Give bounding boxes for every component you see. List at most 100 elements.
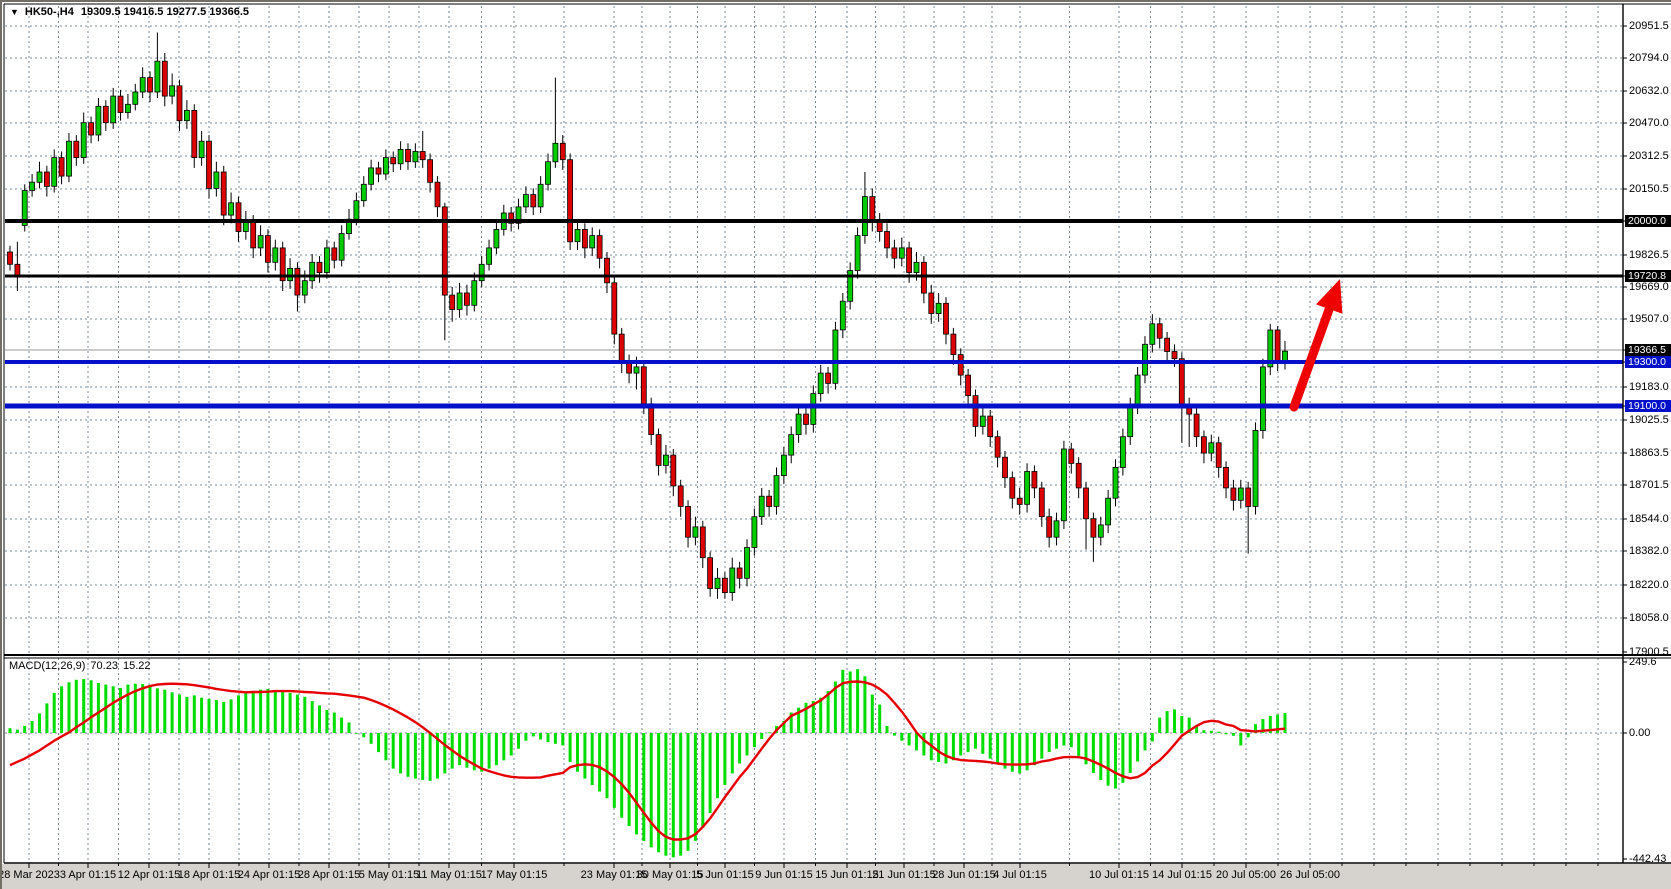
candle (567, 159, 573, 243)
candle (213, 171, 220, 189)
candle (58, 157, 65, 177)
candle (397, 148, 404, 165)
candle (1274, 329, 1281, 364)
candle (1112, 466, 1119, 499)
candle (987, 415, 994, 438)
candle (117, 95, 124, 113)
candle (1075, 462, 1082, 489)
candle (1208, 442, 1215, 454)
price-axis-label: 20794.0 (1629, 52, 1669, 64)
candle (198, 140, 205, 158)
candle (360, 183, 367, 202)
candle (139, 77, 146, 93)
time-axis-label: 28 Apr 01:15 (297, 869, 361, 881)
trend-arrow[interactable] (1289, 279, 1343, 412)
candle (552, 142, 559, 163)
candle (611, 282, 618, 335)
price-axis-label: 20951.5 (1629, 20, 1669, 32)
candle (279, 247, 286, 282)
candle (884, 231, 890, 249)
candle (508, 212, 515, 224)
candle (640, 366, 647, 405)
candle (604, 257, 610, 284)
candle (810, 393, 817, 425)
candle (1127, 405, 1134, 438)
candle (147, 77, 153, 93)
candle (869, 196, 876, 222)
candle (264, 235, 271, 263)
candle (456, 292, 463, 310)
candle (1009, 477, 1016, 499)
candle (729, 567, 736, 594)
candle (1149, 323, 1156, 345)
candle (545, 161, 551, 185)
candle (471, 280, 478, 306)
candle (301, 280, 308, 296)
time-axis-label: 15 Jun 01:15 (815, 869, 879, 881)
candle (169, 85, 176, 97)
time-axis-label: 14 Jul 01:15 (1152, 869, 1212, 881)
time-axis-label: 28 Mar 2023 (0, 869, 60, 881)
candle (1230, 487, 1237, 501)
candle (191, 110, 198, 159)
chart-dropdown-icon[interactable]: ▼ (10, 7, 19, 17)
candle (29, 181, 36, 191)
price-axis-label: 20312.5 (1629, 150, 1669, 162)
candle (965, 374, 971, 397)
time-axis-label: 5 Jun 01:15 (696, 869, 754, 881)
candle (206, 140, 212, 189)
candle (685, 505, 691, 538)
candle (1002, 456, 1008, 479)
candle (1061, 448, 1067, 522)
candle (1134, 374, 1141, 407)
candle (1068, 448, 1075, 464)
candle (1083, 487, 1089, 520)
candle (353, 200, 360, 220)
candle (766, 495, 772, 507)
candle (125, 103, 131, 113)
candle (228, 202, 235, 216)
time-axis-label: 23 May 01:15 (580, 869, 648, 881)
candle (1090, 518, 1097, 538)
macd-axis-label: 0.00 (1629, 727, 1651, 739)
candle (80, 122, 87, 158)
macd-axis-label: 249.6 (1629, 656, 1657, 668)
candle (1120, 436, 1126, 468)
candle (921, 261, 927, 294)
price-axis-label: 19826.5 (1629, 249, 1669, 261)
price-axis-label: 20632.0 (1629, 85, 1669, 97)
candle (375, 167, 382, 175)
macd-histogram (8, 669, 1287, 858)
candle (102, 105, 109, 124)
candle (51, 157, 58, 187)
candle (478, 263, 485, 282)
candle (1016, 497, 1023, 505)
candle (338, 233, 345, 261)
time-axis-label: 10 Jul 01:15 (1089, 869, 1149, 881)
candle (891, 247, 898, 259)
candle (323, 247, 330, 273)
candle (979, 415, 986, 427)
candle (751, 516, 758, 548)
candle (316, 261, 323, 273)
candle (1164, 337, 1170, 352)
candle (1097, 524, 1104, 538)
candle (854, 235, 861, 271)
time-axis-label: 30 May 01:15 (636, 869, 704, 881)
candle (294, 267, 301, 296)
price-badge-bid: 19366.5 (1625, 344, 1671, 356)
candle (66, 140, 72, 177)
time-axis-label: 3 Apr 01:15 (59, 869, 117, 881)
macd-signal-value: 15.22 (122, 660, 151, 672)
candle (655, 434, 662, 466)
candle (1105, 497, 1111, 526)
candle (663, 454, 669, 466)
candle (309, 261, 316, 282)
candle (957, 354, 964, 376)
price-badge-resistance-19720: 19720.8 (1625, 270, 1671, 282)
candle (1156, 323, 1163, 339)
candle (427, 159, 434, 183)
candle (913, 261, 920, 273)
